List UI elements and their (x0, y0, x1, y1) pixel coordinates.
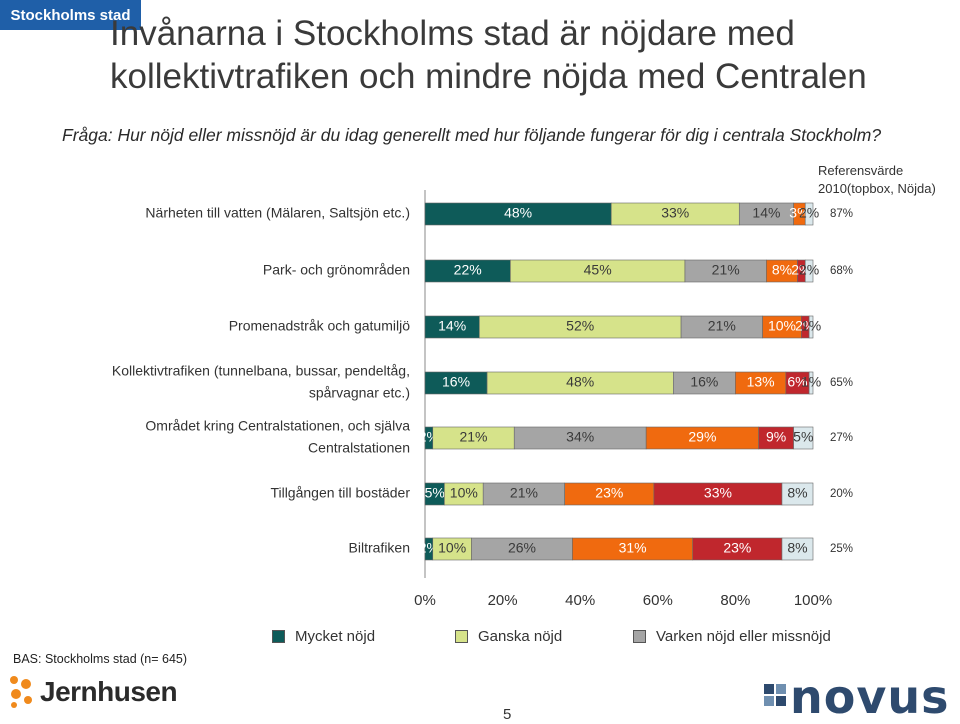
reference-value: 20% (830, 488, 853, 500)
data-label: 21% (712, 262, 740, 278)
bar-segment (781, 537, 814, 561)
data-label: 10% (768, 318, 796, 334)
category-label: Närheten till vatten (Mälaren, Saltsjön … (145, 205, 410, 221)
data-label: 8% (772, 262, 792, 278)
bar-segment (781, 482, 814, 506)
jernhusen-wordmark: Jernhusen (40, 676, 178, 707)
x-tick-label: 100% (794, 592, 832, 609)
data-label: 8% (787, 540, 807, 556)
x-tick-label: 0% (414, 592, 436, 609)
bar-segment (804, 259, 814, 283)
legend-item-ganska: Ganska nöjd (455, 628, 562, 645)
data-label: 5% (793, 429, 813, 445)
data-label: 21% (459, 429, 487, 445)
data-label: 48% (504, 205, 532, 221)
data-label: 45% (584, 262, 612, 278)
reference-value: 68% (830, 265, 853, 277)
legend-label-ganska: Ganska nöjd (478, 628, 563, 645)
reference-label: Referensvärde 2010(topbox, Nöjda) (818, 162, 936, 198)
data-label: 34% (566, 429, 594, 445)
novus-logo: novus (762, 672, 949, 722)
category-label: spårvagnar etc.) (309, 385, 410, 401)
bar-segment (808, 315, 814, 339)
reference-value: 65% (830, 377, 853, 389)
reference-value: 25% (830, 543, 853, 555)
x-tick-label: 40% (565, 592, 595, 609)
reference-value: 27% (830, 432, 853, 444)
data-label: 5% (425, 485, 445, 501)
data-label: 16% (442, 374, 470, 390)
data-label: 23% (723, 540, 751, 556)
page-title: Invånarna i Stockholms stad är nöjdare m… (110, 14, 867, 96)
category-label: Promenadstråk och gatumiljö (229, 318, 411, 334)
base-label: BAS: Stockholms stad (n= 645) (13, 652, 188, 666)
data-label: 8% (787, 485, 807, 501)
legend-label-mycket: Mycket nöjd (295, 628, 376, 645)
data-label: 22% (454, 262, 482, 278)
data-label: 31% (619, 540, 647, 556)
data-label: 33% (661, 205, 689, 221)
data-label: 10% (438, 540, 466, 556)
data-label: 6% (787, 374, 807, 390)
novus-mark-icon (764, 684, 786, 706)
data-label: 14% (438, 318, 466, 334)
category-label: Tillgången till bostäder (270, 485, 410, 501)
x-tick-label: 60% (643, 592, 673, 609)
x-tick-label: 80% (720, 592, 750, 609)
bar-segment (793, 426, 814, 450)
category-label: Området kring Centralstationen, och själ… (145, 418, 410, 434)
data-label: 26% (508, 540, 536, 556)
jernhusen-mark-icon (10, 676, 32, 708)
category-label: Centralstationen (308, 440, 410, 456)
legend-swatch-ganska (455, 630, 468, 643)
data-label: 16% (690, 374, 718, 390)
data-label: 21% (510, 485, 538, 501)
data-label: 10% (450, 485, 478, 501)
survey-question: Fråga: Hur nöjd eller missnöjd är du ida… (62, 125, 882, 145)
data-label: 23% (595, 485, 623, 501)
legend-swatch-mycket (272, 630, 285, 643)
reference-value: 87% (830, 208, 853, 220)
novus-wordmark: novus (790, 670, 950, 724)
data-label: 52% (566, 318, 594, 334)
legend-label-varken: Varken nöjd eller missnöjd (656, 628, 831, 645)
bar-segment (804, 202, 814, 226)
reference-label-line1: Referensvärde (818, 163, 904, 178)
data-label: 21% (708, 318, 736, 334)
legend-swatch-varken (633, 630, 646, 643)
data-label: 29% (688, 429, 716, 445)
jernhusen-logo: Jernhusen (6, 674, 178, 710)
data-label: 33% (704, 485, 732, 501)
data-label: 2% (799, 262, 819, 278)
legend-item-varken: Varken nöjd eller missnöjd (633, 628, 831, 645)
reference-label-line2: 2010(topbox, Nöjda) (818, 181, 936, 196)
category-label: Park- och grönområden (263, 262, 410, 278)
data-label: 1% (801, 374, 821, 390)
bar-segment (808, 371, 814, 395)
data-label: 48% (566, 374, 594, 390)
data-label: 2% (799, 205, 819, 221)
category-label: Kollektivtrafiken (tunnelbana, bussar, p… (112, 363, 410, 379)
data-label: 9% (766, 429, 786, 445)
stacked-bar-chart: Närheten till vatten (Mälaren, Saltsjön … (112, 190, 853, 609)
city-tag: Stockholms stad (0, 0, 141, 30)
legend-item-mycket: Mycket nöjd (272, 628, 375, 645)
data-label: 13% (747, 374, 775, 390)
data-label: 3% (789, 205, 809, 221)
data-label: 1% (801, 318, 821, 334)
x-tick-label: 20% (488, 592, 518, 609)
data-label: 14% (752, 205, 780, 221)
category-label: Biltrafiken (349, 540, 410, 556)
page-number: 5 (503, 706, 512, 723)
